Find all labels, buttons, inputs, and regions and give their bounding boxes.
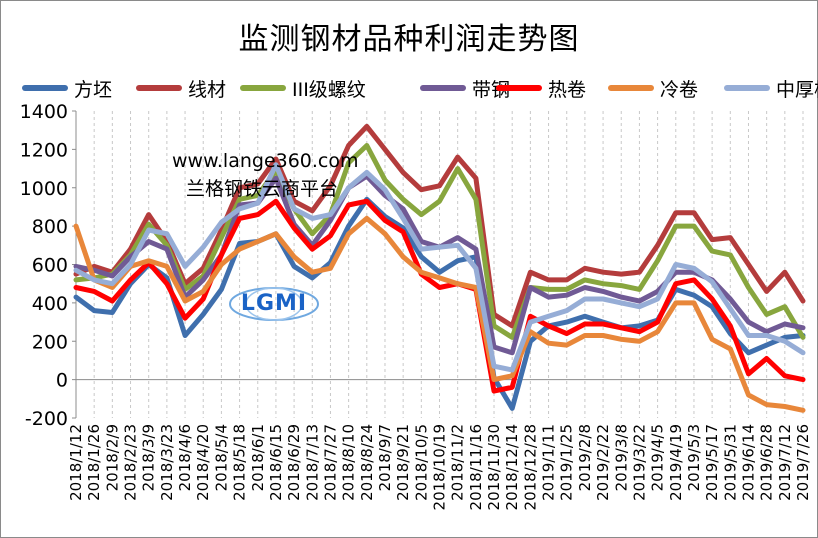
- legend-label: 方坯: [74, 78, 113, 101]
- legend-label: 中厚板: [776, 78, 818, 101]
- legend-label: III级螺纹: [292, 78, 366, 101]
- x-tick-label: 2018/2/9: [103, 424, 121, 491]
- x-tick-label: 2019/1/25: [558, 424, 576, 501]
- x-tick-label: 2019/3/8: [612, 424, 630, 491]
- x-tick-label: 2019/2/8: [576, 424, 594, 491]
- logo-text: LGMI: [240, 291, 308, 316]
- legend-item: 带钢: [420, 76, 511, 101]
- x-tick-label: 2018/9/7: [376, 424, 394, 491]
- legend-swatch: [496, 85, 542, 91]
- x-tick-label: 2018/11/16: [467, 424, 485, 510]
- series-line: [73, 123, 806, 329]
- x-tick-label: 2019/1/11: [540, 424, 558, 501]
- x-tick-label: 2018/12/14: [503, 424, 521, 510]
- x-tick-label: 2018/10/5: [412, 424, 430, 501]
- y-tick-label: 0: [56, 370, 68, 392]
- logo-globe-icon: [229, 287, 319, 321]
- x-tick-label: 2019/5/31: [721, 424, 739, 501]
- series-line: [73, 143, 806, 340]
- y-tick-label: 200: [32, 331, 68, 353]
- x-tick-label: 2018/7/27: [321, 424, 339, 501]
- x-tick-label: 2018/4/20: [194, 424, 212, 501]
- y-tick-label: 800: [32, 216, 68, 238]
- legend-swatch: [240, 85, 286, 91]
- x-tick-label: 2018/11/30: [485, 424, 503, 510]
- x-tick-label: 2018/6/29: [285, 424, 303, 501]
- y-tick-label: 1200: [20, 139, 68, 161]
- legend-item: 冷卷: [608, 76, 699, 101]
- x-tick-label: 2018/3/23: [158, 424, 176, 501]
- x-tick-label: 2018/1/26: [85, 424, 103, 501]
- watermark-name: 兰格钢铁云商平台: [186, 178, 339, 200]
- legend-item: 热卷: [496, 76, 587, 101]
- x-tick-label: 2019/6/14: [739, 424, 757, 501]
- x-tick-label: 2019/3/22: [630, 424, 648, 501]
- series-line: [73, 198, 806, 394]
- series-line: [73, 196, 806, 411]
- legend-item: 方坯: [22, 76, 113, 101]
- legend-label: 热卷: [548, 78, 587, 101]
- legend-item: III级螺纹: [240, 76, 366, 101]
- x-tick-label: 2018/3/9: [140, 424, 158, 491]
- legend: 方坯 线材 III级螺纹 带钢 热卷 冷卷 中厚板: [22, 76, 818, 101]
- legend-swatch: [724, 85, 770, 91]
- x-tick-label: 2018/5/4: [212, 424, 230, 491]
- legend-swatch: [420, 85, 466, 91]
- x-tick-label: 2018/9/21: [394, 424, 412, 501]
- x-tick-label: 2018/6/1: [249, 424, 267, 491]
- legend-label: 线材: [188, 78, 227, 101]
- x-tick-label: 2019/7/12: [776, 424, 794, 501]
- series-line: [73, 215, 806, 413]
- x-tick-label: 2019/2/22: [594, 424, 612, 501]
- y-tick-label: 600: [32, 255, 68, 277]
- x-tick-label: 2019/4/19: [667, 424, 685, 501]
- x-tick-label: 2018/1/12: [67, 424, 85, 501]
- legend-swatch: [136, 85, 182, 91]
- x-tick-label: 2018/5/18: [231, 424, 249, 501]
- legend-item: 线材: [136, 76, 227, 101]
- x-tick-label: 2019/7/26: [794, 424, 812, 501]
- legend-swatch: [608, 85, 654, 91]
- y-tick-label: 1400: [20, 101, 68, 123]
- watermark: www.lange360.com 兰格钢铁云商平台: [172, 150, 359, 201]
- x-tick-label: 2018/6/15: [267, 424, 285, 501]
- legend-label: 冷卷: [660, 78, 699, 101]
- x-tick-label: 2019/5/3: [685, 424, 703, 491]
- x-tick-label: 2018/8/24: [358, 424, 376, 501]
- x-tick-label: 2018/8/10: [340, 424, 358, 501]
- x-tick-label: 2018/7/13: [303, 424, 321, 501]
- y-tick-label: 1000: [20, 178, 68, 200]
- x-tick-label: 2019/5/17: [703, 424, 721, 501]
- watermark-url: www.lange360.com: [172, 150, 359, 172]
- y-tick-label: -200: [25, 408, 68, 430]
- series-line: [73, 162, 806, 373]
- x-tick-label: 2019/6/28: [758, 424, 776, 501]
- lgmi-logo: LGMI: [228, 286, 320, 322]
- x-tick-label: 2019/4/5: [649, 424, 667, 491]
- legend-swatch: [22, 85, 68, 91]
- legend-label: 带钢: [472, 78, 511, 101]
- x-tick-label: 2018/4/6: [176, 424, 194, 491]
- x-tick-label: 2018/10/19: [431, 424, 449, 510]
- y-tick-label: 400: [32, 293, 68, 315]
- x-tick-label: 2018/2/23: [122, 424, 140, 501]
- legend-item: 中厚板: [724, 76, 818, 101]
- x-tick-label: 2018/12/28: [521, 424, 539, 510]
- x-tick-label: 2018/11/2: [449, 424, 467, 501]
- chart-title: 监测钢材品种利润走势图: [238, 22, 580, 57]
